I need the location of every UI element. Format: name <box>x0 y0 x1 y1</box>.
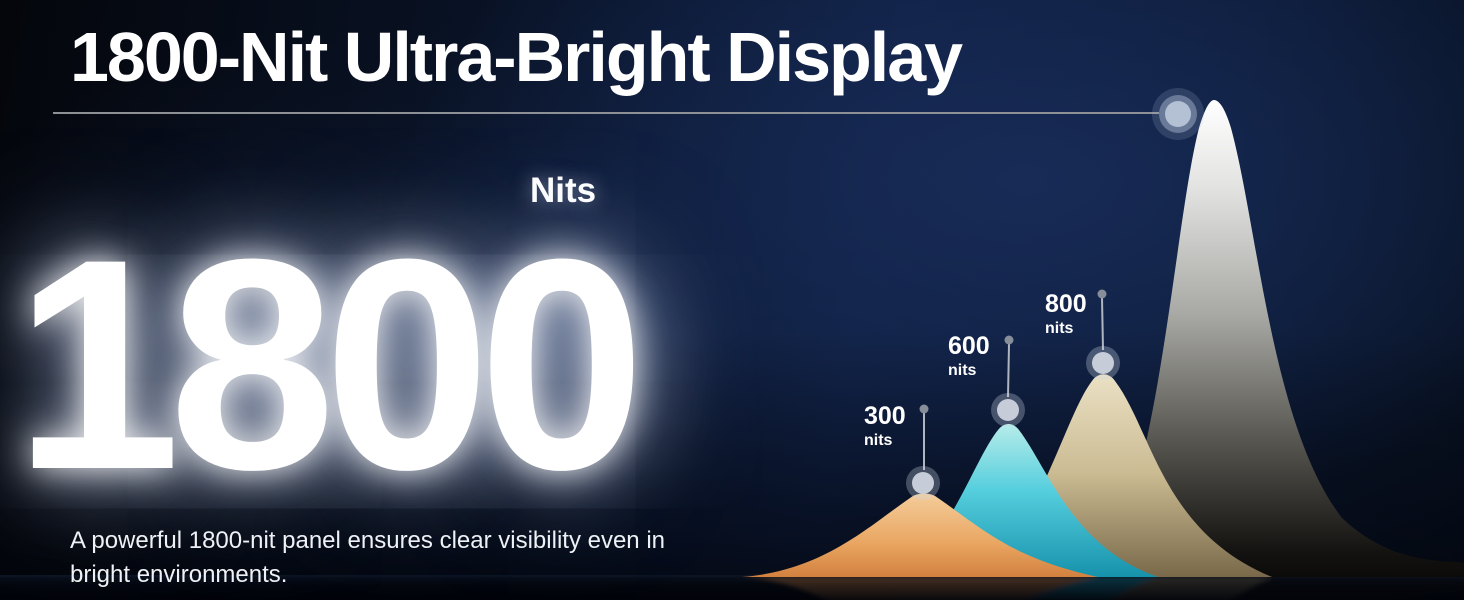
hero-unit-label: Nits <box>530 171 597 210</box>
page-title: 1800-Nit Ultra-Bright Display <box>70 18 963 96</box>
peak-value: 800 <box>1045 290 1087 318</box>
highlight-marker-icon <box>1165 101 1191 127</box>
pin-top-dot <box>919 404 929 414</box>
peak-label-300: 300 nits <box>864 404 906 449</box>
peak-label-600: 600 nits <box>948 334 990 379</box>
reflection-fade <box>0 577 1464 600</box>
peak-unit: nits <box>948 362 977 379</box>
peak-value: 300 <box>864 402 906 430</box>
hero-value: 1800 <box>14 196 645 532</box>
marker-1800 <box>1152 88 1204 140</box>
pin-marker-icon <box>997 399 1019 421</box>
description: A powerful 1800-nit panel ensures clear … <box>70 524 665 592</box>
peak-unit: nits <box>864 432 893 449</box>
peak-unit: nits <box>1045 320 1074 337</box>
pin-600 <box>991 335 1025 427</box>
description-line-2: bright environments. <box>70 561 288 588</box>
pin-marker-icon <box>912 472 934 494</box>
pin-marker-icon <box>1092 352 1114 374</box>
pin-top-dot <box>1097 289 1107 299</box>
pin-300 <box>906 404 940 500</box>
pin-800 <box>1086 289 1120 380</box>
peak-label-800: 800 nits <box>1045 292 1087 337</box>
pin-top-dot <box>1004 335 1014 345</box>
title-underline <box>53 112 1159 114</box>
peak-value: 600 <box>948 332 990 360</box>
description-line-1: A powerful 1800-nit panel ensures clear … <box>70 527 665 554</box>
